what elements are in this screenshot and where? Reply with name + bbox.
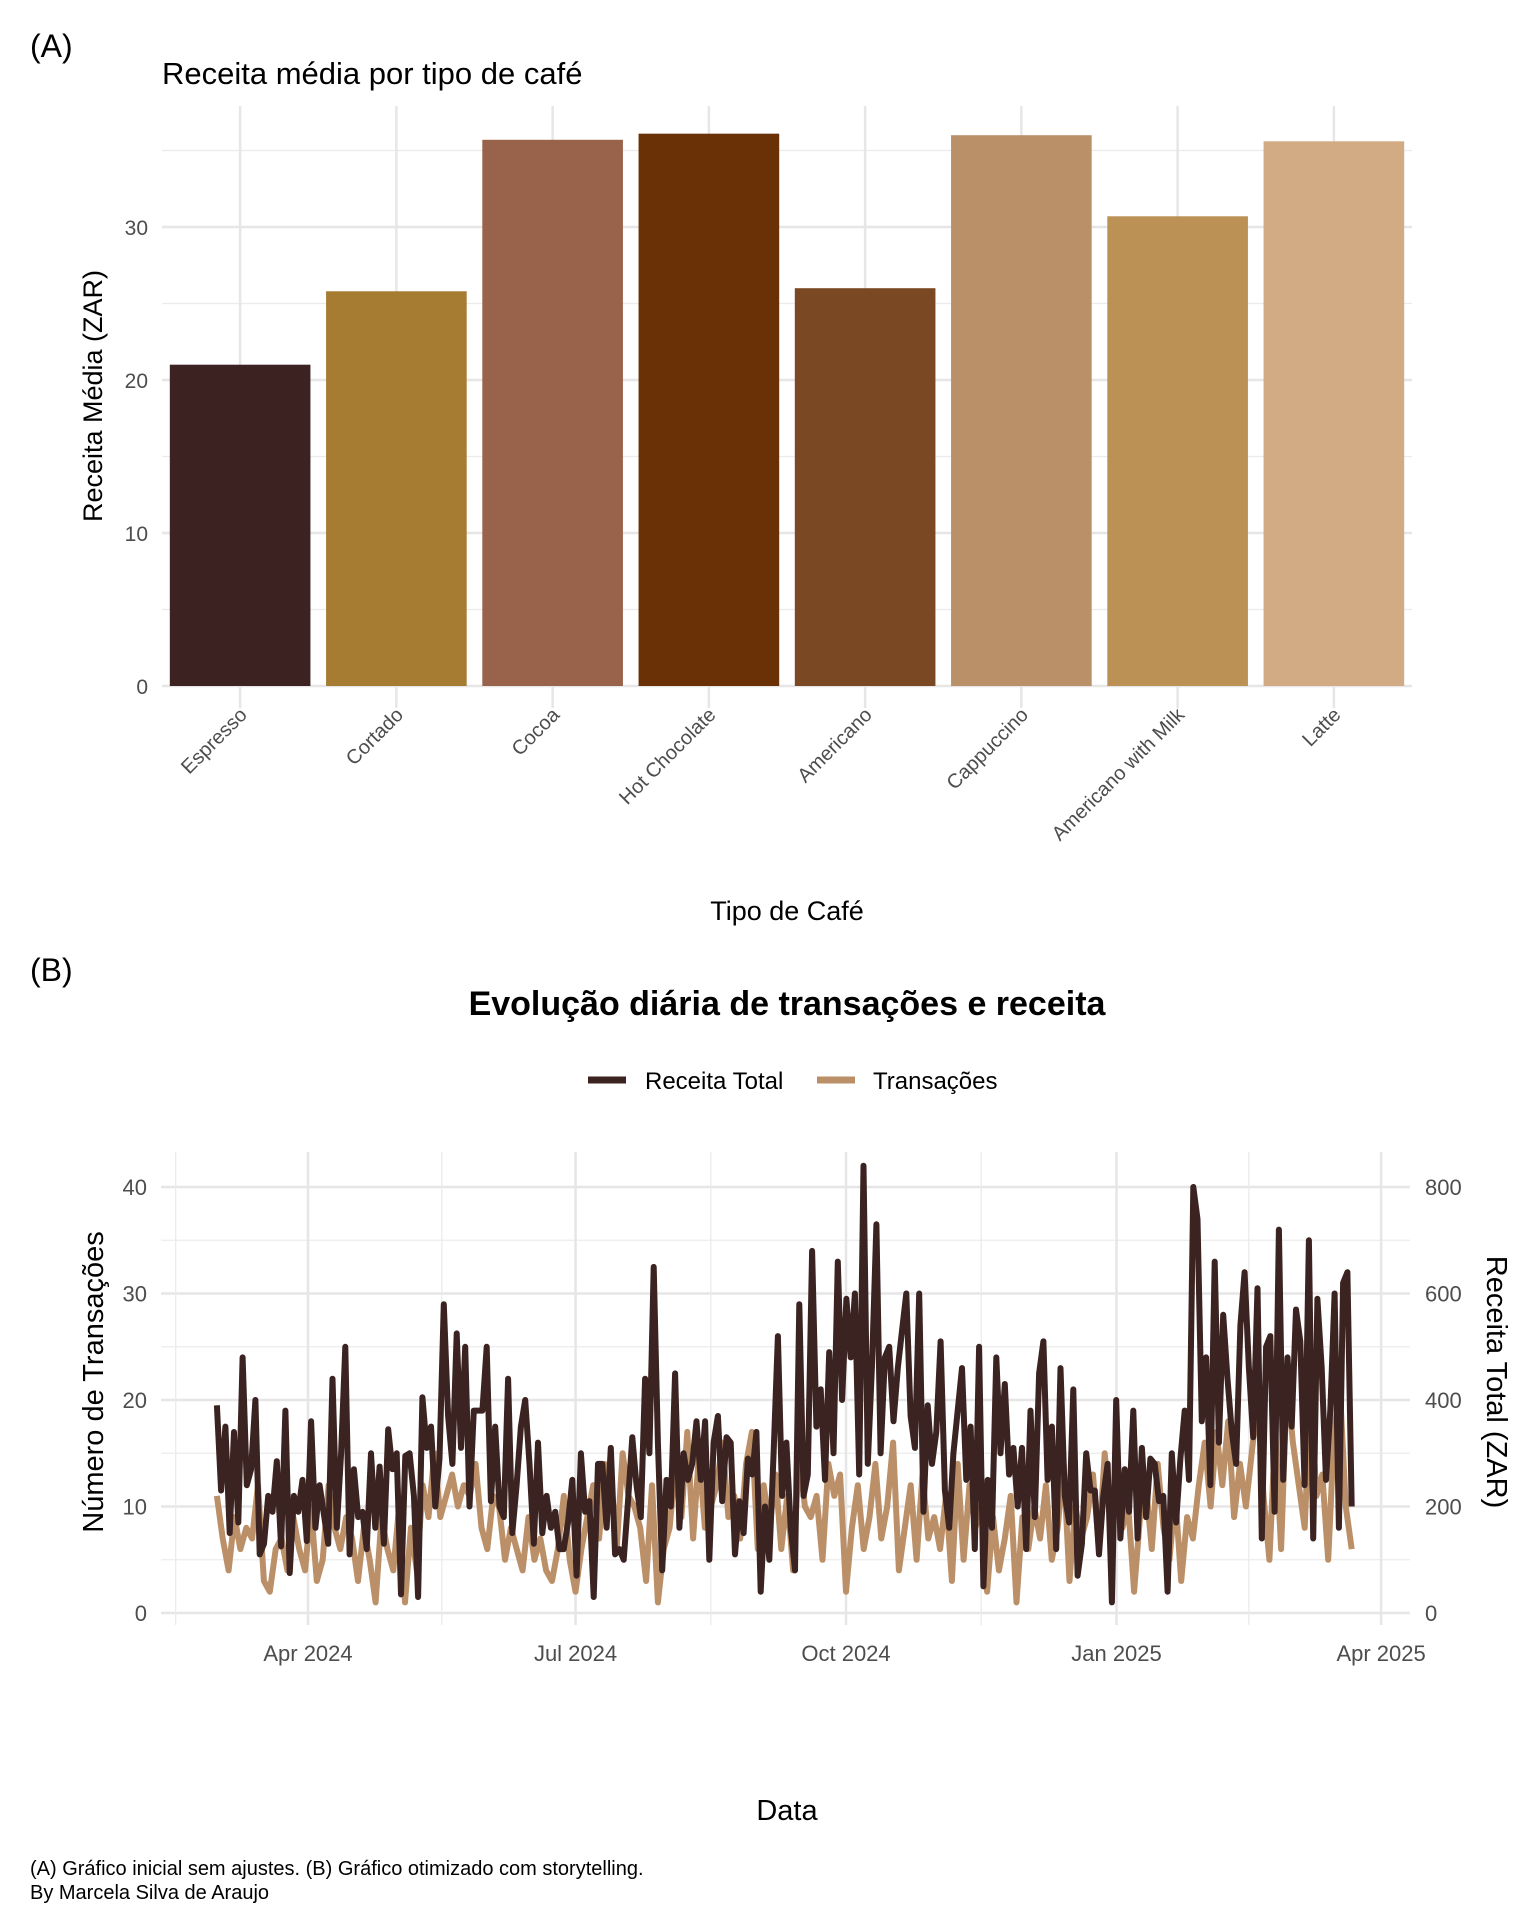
x-tick-label: Jul 2024 (534, 1641, 617, 1666)
line-chart: Evolução diária de transações e receita … (78, 985, 1512, 1827)
bar-americano-with-milk (1107, 216, 1248, 687)
x-tick-label: Hot Chocolate (615, 704, 720, 809)
bar-latte (1263, 141, 1405, 686)
line-x-axis-title: Data (756, 1795, 818, 1827)
caption-line-1: (A) Gráfico inicial sem ajustes. (B) Grá… (30, 1858, 644, 1880)
caption-line-2: By Marcela Silva de Araujo (30, 1882, 270, 1904)
bar-x-axis-title: Tipo de Café (710, 896, 864, 926)
line-series (213, 1162, 1355, 1606)
y-tick-label-left: 10 (123, 1495, 147, 1520)
bar-y-axis: 0 10 20 30 (125, 217, 148, 699)
line-y-axis-left: 0 10 20 30 40 (123, 1175, 147, 1626)
bar-x-axis: Espresso Cortado Cocoa Hot Chocolate America… (177, 703, 1345, 845)
x-tick-label: Americano (793, 704, 876, 787)
x-tick-label: Cocoa (508, 703, 565, 760)
y-tick-label-left: 40 (123, 1175, 147, 1200)
x-tick-label: Cappuccino (943, 704, 1033, 794)
x-tick-label: Oct 2024 (801, 1641, 890, 1666)
line-chart-title: Evolução diária de transações e receita (469, 985, 1107, 1023)
y-tick-label-right: 200 (1425, 1495, 1462, 1520)
y-tick-label-right: 800 (1425, 1175, 1462, 1200)
x-tick-label: Cortado (342, 704, 408, 770)
bar-hot-chocolate (638, 133, 780, 687)
panel-label-a: (A) (30, 28, 73, 64)
line-y-axis-title-left: Número de Transações (78, 1231, 110, 1532)
y-tick-label-left: 0 (135, 1601, 147, 1626)
y-tick-label-right: 600 (1425, 1282, 1462, 1307)
bar-cocoa (482, 139, 623, 687)
x-tick-label: Espresso (177, 704, 252, 779)
line-y-axis-title-right: Receita Total (ZAR) (1480, 1256, 1512, 1509)
x-tick-label: Jan 2025 (1071, 1641, 1162, 1666)
series-line-receita-total (213, 1162, 1355, 1606)
bar-y-axis-title: Receita Média (ZAR) (78, 270, 108, 522)
bar-espresso (169, 364, 311, 686)
bar-series (169, 133, 1405, 687)
bar-chart-title: Receita média por tipo de café (162, 56, 582, 91)
panel-label-b: (B) (30, 952, 73, 988)
y-tick-label-left: 30 (123, 1282, 147, 1307)
x-tick-label: Americano with Milk (1048, 703, 1190, 845)
line-y-axis-right: 0 200 400 600 800 (1425, 1175, 1462, 1626)
y-tick-label-left: 20 (123, 1388, 147, 1413)
legend: Receita Total Transações (588, 1068, 998, 1095)
x-tick-label: Latte (1298, 704, 1345, 751)
bar-cappuccino (951, 135, 1092, 686)
bar-americano (794, 288, 936, 686)
line-x-axis: Apr 2024 Jul 2024 Oct 2024 Jan 2025 Apr 2025 (263, 1641, 1425, 1666)
bar-chart: Receita média por tipo de café 0 10 20 30 E… (78, 56, 1412, 926)
bar-cortado (326, 291, 467, 686)
legend-label-transacoes: Transações (873, 1068, 998, 1095)
x-tick-label: Apr 2025 (1336, 1641, 1425, 1666)
y-tick-label: 0 (136, 676, 148, 699)
y-tick-label: 10 (125, 523, 148, 546)
y-tick-label-right: 0 (1425, 1601, 1437, 1626)
y-tick-label-right: 400 (1425, 1388, 1462, 1413)
legend-label-receita: Receita Total (645, 1068, 783, 1095)
y-tick-label: 20 (125, 370, 148, 393)
y-tick-label: 30 (125, 217, 148, 240)
x-tick-label: Apr 2024 (263, 1641, 352, 1666)
caption: (A) Gráfico inicial sem ajustes. (B) Grá… (30, 1857, 644, 1905)
